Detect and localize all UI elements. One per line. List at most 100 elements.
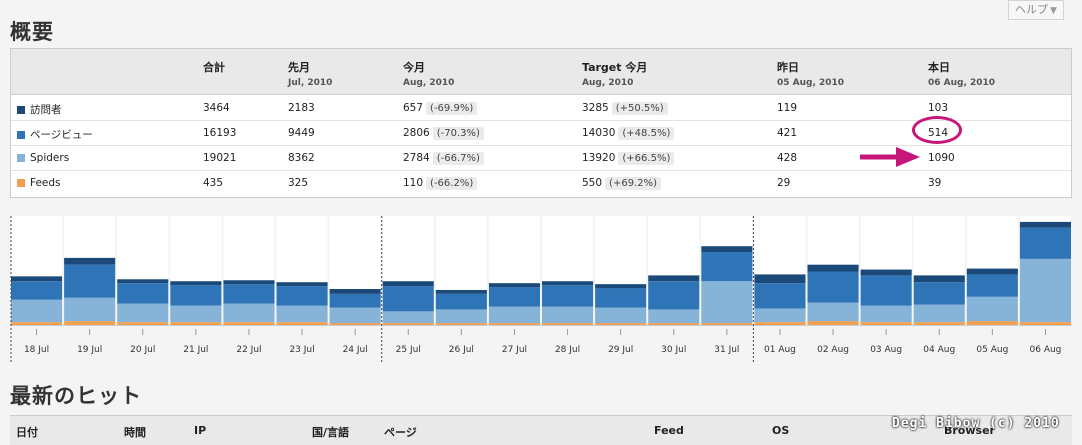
- daily-traffic-chart: 18 Jul 19 Jul 20 Jul 21 Jul 22 Jul 23 Jul 24 J…: [10, 212, 1072, 372]
- summary-cell-last-month: 2183: [288, 102, 315, 114]
- hits-col-os: OS: [772, 424, 790, 437]
- summary-cell-target: 13920 (+66.5%): [582, 152, 675, 165]
- summary-cell-total: 16193: [203, 127, 237, 139]
- bar-segment: [435, 323, 487, 325]
- bar-segment: [170, 305, 222, 323]
- bar-segment: [754, 322, 806, 325]
- hits-col-page: ページ: [384, 426, 417, 439]
- bar-segment: [329, 307, 381, 324]
- chevron-down-icon: ▼: [1050, 6, 1057, 16]
- summary-cell-target: 14030 (+48.5%): [582, 127, 675, 140]
- bar-segment: [648, 281, 700, 310]
- bar-segment: [223, 284, 275, 304]
- summary-cell-last-month: 9449: [288, 127, 315, 139]
- col-this-month: 今月 Aug, 2010: [403, 61, 455, 88]
- legend-swatch: [17, 154, 25, 162]
- x-tick-label: 29 Jul: [608, 345, 633, 355]
- bar-segment: [276, 282, 328, 287]
- bar-segment: [435, 293, 487, 310]
- bar-segment: [382, 311, 434, 324]
- watermark: Degi Bibow (c) 2010: [892, 416, 1060, 431]
- bar-segment: [64, 257, 116, 265]
- bar-segment: [117, 303, 169, 323]
- summary-cell-yesterday: 428: [777, 152, 798, 164]
- bar-segment: [860, 305, 912, 323]
- summary-cell-name: Feeds: [17, 177, 61, 189]
- col-target: Target 今月 Aug, 2010: [582, 61, 648, 88]
- summary-cell-yesterday: 119: [777, 102, 798, 114]
- bar-segment: [223, 322, 275, 325]
- bar-segment: [276, 286, 328, 306]
- summary-row: 訪問者 3464 2183 657 (-69.9%) 3285 (+50.5%) 119 103: [11, 96, 1071, 121]
- col-yesterday: 昨日 05 Aug, 2010: [777, 61, 845, 88]
- hits-col-time: 時間: [124, 426, 146, 439]
- bar-segment: [1019, 258, 1071, 323]
- hits-col-date: 日付: [16, 426, 38, 439]
- x-tick-label: 18 Jul: [24, 345, 49, 355]
- bar-segment: [701, 281, 753, 324]
- x-tick-label: 03 Aug: [870, 345, 902, 355]
- x-tick-label: 19 Jul: [77, 345, 102, 355]
- bar-segment: [701, 246, 753, 253]
- legend-swatch: [17, 131, 25, 139]
- bar-segment: [435, 289, 487, 294]
- summary-cell-today: 103: [928, 102, 949, 114]
- x-tick-label: 23 Jul: [289, 345, 314, 355]
- x-tick-label: 21 Jul: [183, 345, 208, 355]
- x-tick-label: 02 Aug: [817, 345, 849, 355]
- bar-segment: [11, 276, 63, 282]
- summary-cell-this-month: 657 (-69.9%): [403, 102, 478, 115]
- x-tick-label: 25 Jul: [396, 345, 421, 355]
- bar-segment: [11, 281, 63, 300]
- bar-segment: [754, 283, 806, 309]
- bar-segment: [913, 322, 965, 325]
- x-tick-label: 27 Jul: [502, 345, 527, 355]
- x-tick-label: 28 Jul: [555, 345, 580, 355]
- bar-segment: [754, 274, 806, 284]
- bar-segment: [64, 297, 116, 322]
- overview-title: 概要: [10, 20, 54, 44]
- hits-col-browser: Browser: [944, 424, 995, 437]
- summary-cell-this-month: 2784 (-66.7%): [403, 152, 484, 165]
- summary-table: 合計 先月 Jul, 2010 今月 Aug, 2010 Target 今月 Aug,…: [10, 48, 1072, 198]
- legend-swatch: [17, 179, 25, 187]
- bar-segment: [488, 283, 540, 288]
- highlight-circle: [912, 116, 962, 144]
- help-dropdown[interactable]: ヘルプ ▼: [1008, 0, 1064, 20]
- summary-cell-total: 3464: [203, 102, 230, 114]
- bar-segment: [595, 284, 647, 289]
- summary-cell-yesterday: 29: [777, 177, 791, 189]
- bar-segment: [966, 268, 1018, 275]
- hits-col-feed: Feed: [654, 424, 684, 437]
- bar-segment: [382, 281, 434, 287]
- hits-col-ip: IP: [194, 424, 207, 437]
- bar-segment: [807, 302, 859, 322]
- bar-segment: [860, 322, 912, 325]
- bar-segment: [329, 293, 381, 308]
- bar-segment: [11, 322, 63, 325]
- legend-swatch: [17, 106, 25, 114]
- summary-cell-name: ページビュー: [17, 127, 93, 142]
- summary-cell-yesterday: 421: [777, 127, 798, 139]
- bar-segment: [382, 286, 434, 312]
- bar-segment: [382, 323, 434, 325]
- bar-segment: [488, 323, 540, 325]
- bar-segment: [64, 264, 116, 298]
- x-tick-label: 05 Aug: [976, 345, 1008, 355]
- bar-segment: [913, 304, 965, 323]
- bar-segment: [860, 275, 912, 306]
- bar-segment: [595, 307, 647, 324]
- bar-segment: [648, 309, 700, 324]
- bar-segment: [754, 308, 806, 323]
- bar-segment: [648, 323, 700, 325]
- hits-col-country: 国/言語: [312, 426, 350, 439]
- bar-segment: [966, 274, 1018, 297]
- x-tick-label: 01 Aug: [764, 345, 796, 355]
- bar-segment: [1019, 221, 1071, 228]
- x-tick-label: 31 Jul: [714, 345, 739, 355]
- bar-segment: [329, 289, 381, 294]
- col-last-month: 先月 Jul, 2010: [288, 61, 333, 88]
- bar-segment: [11, 299, 63, 323]
- bar-segment: [170, 285, 222, 306]
- x-tick-label: 04 Aug: [923, 345, 955, 355]
